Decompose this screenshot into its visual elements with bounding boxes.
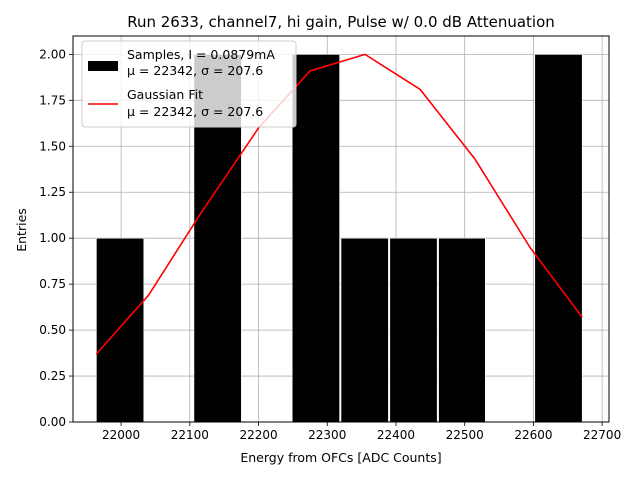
x-tick-label: 22200 xyxy=(239,428,277,442)
legend-samples-label: Samples, I = 0.0879mA xyxy=(127,47,275,62)
histogram-bar xyxy=(438,237,486,423)
plot-frame xyxy=(72,35,610,423)
x-tick-label: 22700 xyxy=(583,428,621,442)
x-tick-label: 22300 xyxy=(308,428,346,442)
y-tick-label: 0.00 xyxy=(39,415,66,429)
legend-fit-stats: μ = 22342, σ = 207.6 xyxy=(127,104,263,119)
legend-samples-stats: μ = 22342, σ = 207.6 xyxy=(127,63,263,78)
gaussian-fit-curve xyxy=(95,53,583,355)
x-tick-label: 22000 xyxy=(102,428,140,442)
y-axis-label: Entries xyxy=(14,208,29,252)
x-tick-label: 22500 xyxy=(446,428,484,442)
legend-box xyxy=(81,40,297,128)
x-axis-label: Energy from OFCs [ADC Counts] xyxy=(240,450,441,465)
gaussian-fit-line xyxy=(95,53,583,355)
legend: Samples, I = 0.0879mA μ = 22342, σ = 207… xyxy=(81,40,297,128)
histogram-bar xyxy=(534,54,583,423)
histogram-bars xyxy=(96,54,583,423)
x-tick-label: 22100 xyxy=(171,428,209,442)
histogram-bar xyxy=(389,237,438,423)
y-tick-label: 1.25 xyxy=(39,185,66,199)
y-tick-label: 0.50 xyxy=(39,323,66,337)
y-tick-label: 0.25 xyxy=(39,369,66,383)
histogram-bar xyxy=(291,54,340,423)
y-tick-label: 0.75 xyxy=(39,277,66,291)
chart-title: Run 2633, channel7, hi gain, Pulse w/ 0.… xyxy=(127,13,555,31)
y-tick-label: 1.50 xyxy=(39,139,66,153)
legend-fit-label: Gaussian Fit xyxy=(127,87,203,102)
y-tick-label: 2.00 xyxy=(39,47,66,61)
histogram-bar xyxy=(340,237,389,423)
x-tick-label: 22400 xyxy=(377,428,415,442)
y-axis-ticks: 0.00 0.25 0.50 0.75 1.00 1.25 1.50 1.75 2.00 xyxy=(39,47,73,429)
y-tick-label: 1.00 xyxy=(39,231,66,245)
x-tick-label: 22600 xyxy=(514,428,552,442)
y-tick-label: 1.75 xyxy=(39,93,66,107)
legend-samples-swatch xyxy=(88,61,118,71)
x-axis-ticks: 22000 22100 22200 22300 22400 22500 22600 22700 xyxy=(102,422,621,442)
histogram-bar xyxy=(96,237,145,423)
